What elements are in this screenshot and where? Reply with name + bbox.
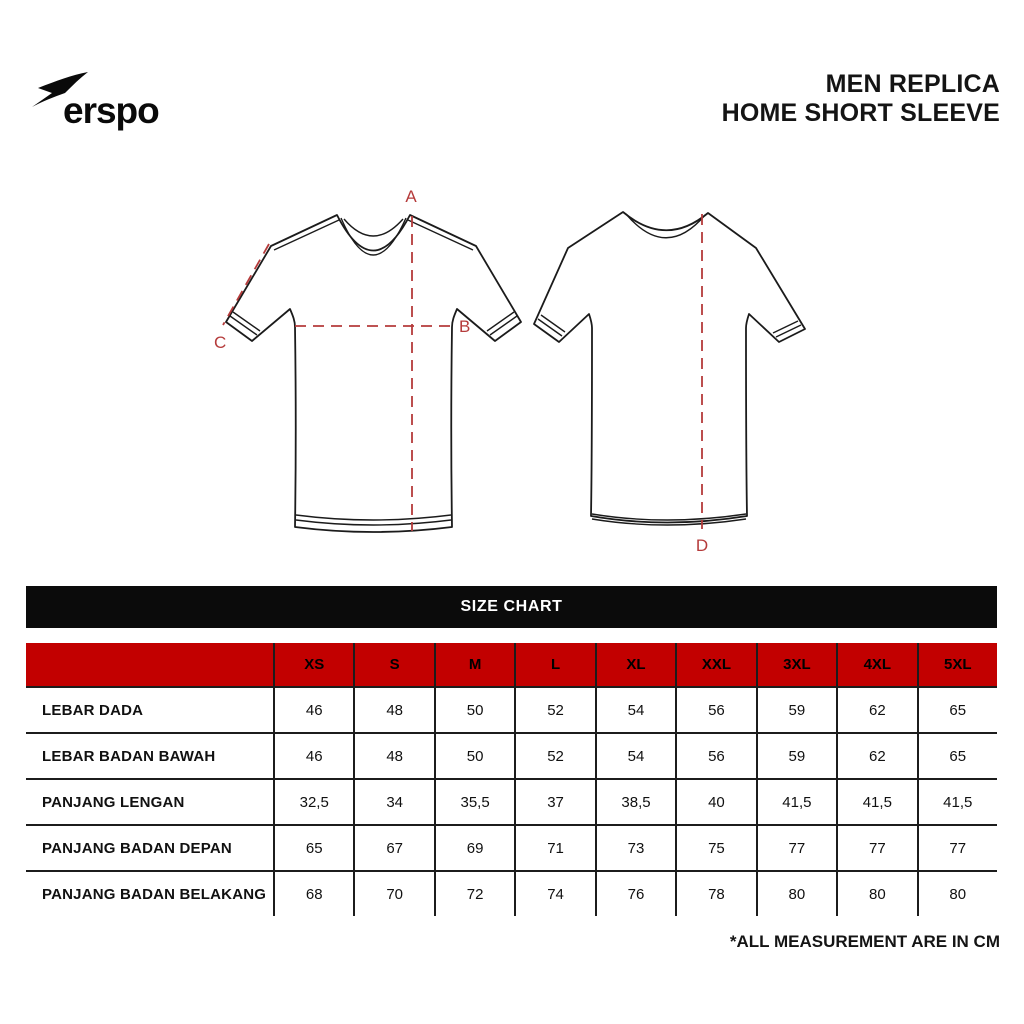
size-value: 70 xyxy=(353,872,433,916)
measure-line-c xyxy=(222,243,270,326)
logo-text: erspo xyxy=(63,90,160,131)
size-value: 62 xyxy=(836,688,916,732)
size-value: 77 xyxy=(836,826,916,870)
size-value: 65 xyxy=(273,826,353,870)
size-value: 38,5 xyxy=(594,780,675,824)
size-value: 35,5 xyxy=(433,780,514,824)
size-value: 48 xyxy=(353,734,433,778)
size-column-header: 3XL xyxy=(755,643,837,686)
size-value: 65 xyxy=(916,734,997,778)
size-value: 65 xyxy=(916,688,997,732)
size-value: 76 xyxy=(594,872,675,916)
size-column-header: 5XL xyxy=(916,643,997,686)
size-table-row: LEBAR BADAN BAWAH 46 48 50 52 54 56 59 62 65 xyxy=(26,732,997,778)
size-value: 74 xyxy=(514,872,594,916)
size-table-header-row: XS S M L XL XXL 3XL 4XL 5XL xyxy=(26,643,997,686)
size-column-header: L xyxy=(514,643,595,686)
size-column-header: XXL xyxy=(675,643,756,686)
size-column-header: XS xyxy=(273,643,354,686)
size-value: 69 xyxy=(433,826,514,870)
tshirt-diagram: A B C D xyxy=(214,187,806,555)
size-table-row: LEBAR DADA 46 48 50 52 54 56 59 62 65 xyxy=(26,686,997,732)
size-table-row: PANJANG BADAN BELAKANG 68 70 72 74 76 78 80 80 80 xyxy=(26,870,997,916)
page-title-line2: HOME SHORT SLEEVE xyxy=(721,99,1000,127)
size-value: 40 xyxy=(675,780,755,824)
size-value: 41,5 xyxy=(836,780,916,824)
page-title: MEN REPLICA HOME SHORT SLEEVE xyxy=(722,70,1000,128)
row-label: PANJANG BADAN BELAKANG xyxy=(42,885,267,903)
size-value: 50 xyxy=(433,734,514,778)
size-value: 67 xyxy=(353,826,433,870)
row-label: LEBAR DADA xyxy=(42,701,144,719)
size-value: 52 xyxy=(514,688,594,732)
size-value: 72 xyxy=(433,872,514,916)
size-value: 56 xyxy=(675,734,755,778)
measure-label-b: B xyxy=(459,317,470,336)
size-value: 46 xyxy=(273,734,353,778)
row-label: PANJANG BADAN DEPAN xyxy=(42,839,232,857)
size-chart-title-bar: SIZE CHART xyxy=(26,586,997,628)
size-value: 54 xyxy=(594,734,675,778)
brand-logo: erspo xyxy=(28,66,208,142)
measure-label-d: D xyxy=(696,536,708,555)
size-column-header: S xyxy=(353,643,434,686)
page-title-line1: MEN REPLICA xyxy=(825,70,1000,98)
size-value: 50 xyxy=(433,688,514,732)
size-value: 59 xyxy=(755,734,836,778)
size-value: 32,5 xyxy=(273,780,353,824)
size-value: 73 xyxy=(594,826,675,870)
back-shirt xyxy=(533,211,806,526)
size-table: XS S M L XL XXL 3XL 4XL 5XL LEBAR DADA 46 48 50 52 54 5… xyxy=(26,643,997,916)
row-label: LEBAR BADAN BAWAH xyxy=(42,747,216,765)
size-value: 46 xyxy=(273,688,353,732)
size-value: 62 xyxy=(836,734,916,778)
size-value: 37 xyxy=(514,780,594,824)
front-shirt xyxy=(225,214,522,533)
size-value: 59 xyxy=(755,688,836,732)
size-value: 68 xyxy=(273,872,353,916)
size-value: 77 xyxy=(755,826,836,870)
size-column-header: 4XL xyxy=(836,643,917,686)
size-value: 56 xyxy=(675,688,755,732)
row-label: PANJANG LENGAN xyxy=(42,793,185,811)
size-value: 48 xyxy=(353,688,433,732)
size-value: 41,5 xyxy=(755,780,836,824)
size-chart-title: SIZE CHART xyxy=(460,598,563,615)
size-value: 78 xyxy=(675,872,755,916)
size-value: 80 xyxy=(836,872,916,916)
size-table-corner-cell xyxy=(26,643,273,686)
size-value: 71 xyxy=(514,826,594,870)
size-column-header: XL xyxy=(594,643,676,686)
footnote: *ALL MEASUREMENT ARE IN CM xyxy=(729,932,1000,951)
size-value: 52 xyxy=(514,734,594,778)
logo-swoosh-icon xyxy=(32,72,88,107)
measure-label-c: C xyxy=(214,333,226,352)
measure-label-a: A xyxy=(405,187,417,206)
size-value: 75 xyxy=(675,826,755,870)
size-value: 34 xyxy=(353,780,433,824)
size-column-header: M xyxy=(433,643,515,686)
size-value: 41,5 xyxy=(916,780,997,824)
size-value: 54 xyxy=(594,688,675,732)
size-value: 77 xyxy=(916,826,997,870)
size-value: 80 xyxy=(755,872,836,916)
size-table-row: PANJANG BADAN DEPAN 65 67 69 71 73 75 77 77 77 xyxy=(26,824,997,870)
size-value: 80 xyxy=(916,872,997,916)
size-table-row: PANJANG LENGAN 32,5 34 35,5 37 38,5 40 41,5 41,5… xyxy=(26,778,997,824)
